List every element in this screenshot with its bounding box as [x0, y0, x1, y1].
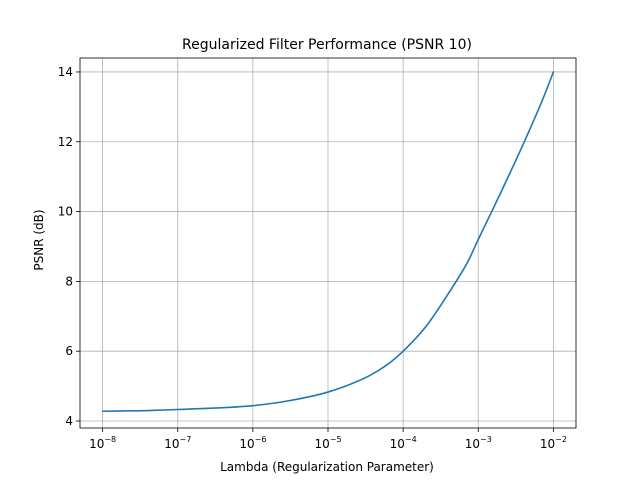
x-tick-label: 10−5 — [314, 435, 341, 451]
x-tick-label: 10−6 — [239, 435, 266, 451]
series-layer — [101, 71, 555, 413]
ticks: 10−8 10−7 10−6 10−5 10−4 10−3 10−2 4 6 8 10 12 14 — [58, 65, 567, 451]
x-tick-label: 10−8 — [89, 435, 116, 451]
y-tick-label: 10 — [58, 205, 73, 219]
y-axis-label: PSNR (dB) — [32, 209, 46, 270]
y-tick-label: 14 — [58, 65, 73, 79]
psnr-series-line — [101, 71, 555, 413]
x-tick-label: 10−7 — [164, 435, 191, 451]
y-tick-label: 6 — [65, 344, 73, 358]
chart-title: Regularized Filter Performance (PSNR 10) — [182, 37, 472, 53]
grid — [80, 58, 576, 428]
y-tick-label: 8 — [65, 274, 73, 288]
x-tick-label: 10−4 — [390, 435, 417, 451]
y-tick-label: 12 — [58, 135, 73, 149]
x-axis-label: Lambda (Regularization Parameter) — [220, 460, 434, 474]
x-tick-label: 10−3 — [465, 435, 492, 451]
y-tick-label: 4 — [65, 414, 73, 428]
x-tick-label: 10−2 — [540, 435, 567, 451]
